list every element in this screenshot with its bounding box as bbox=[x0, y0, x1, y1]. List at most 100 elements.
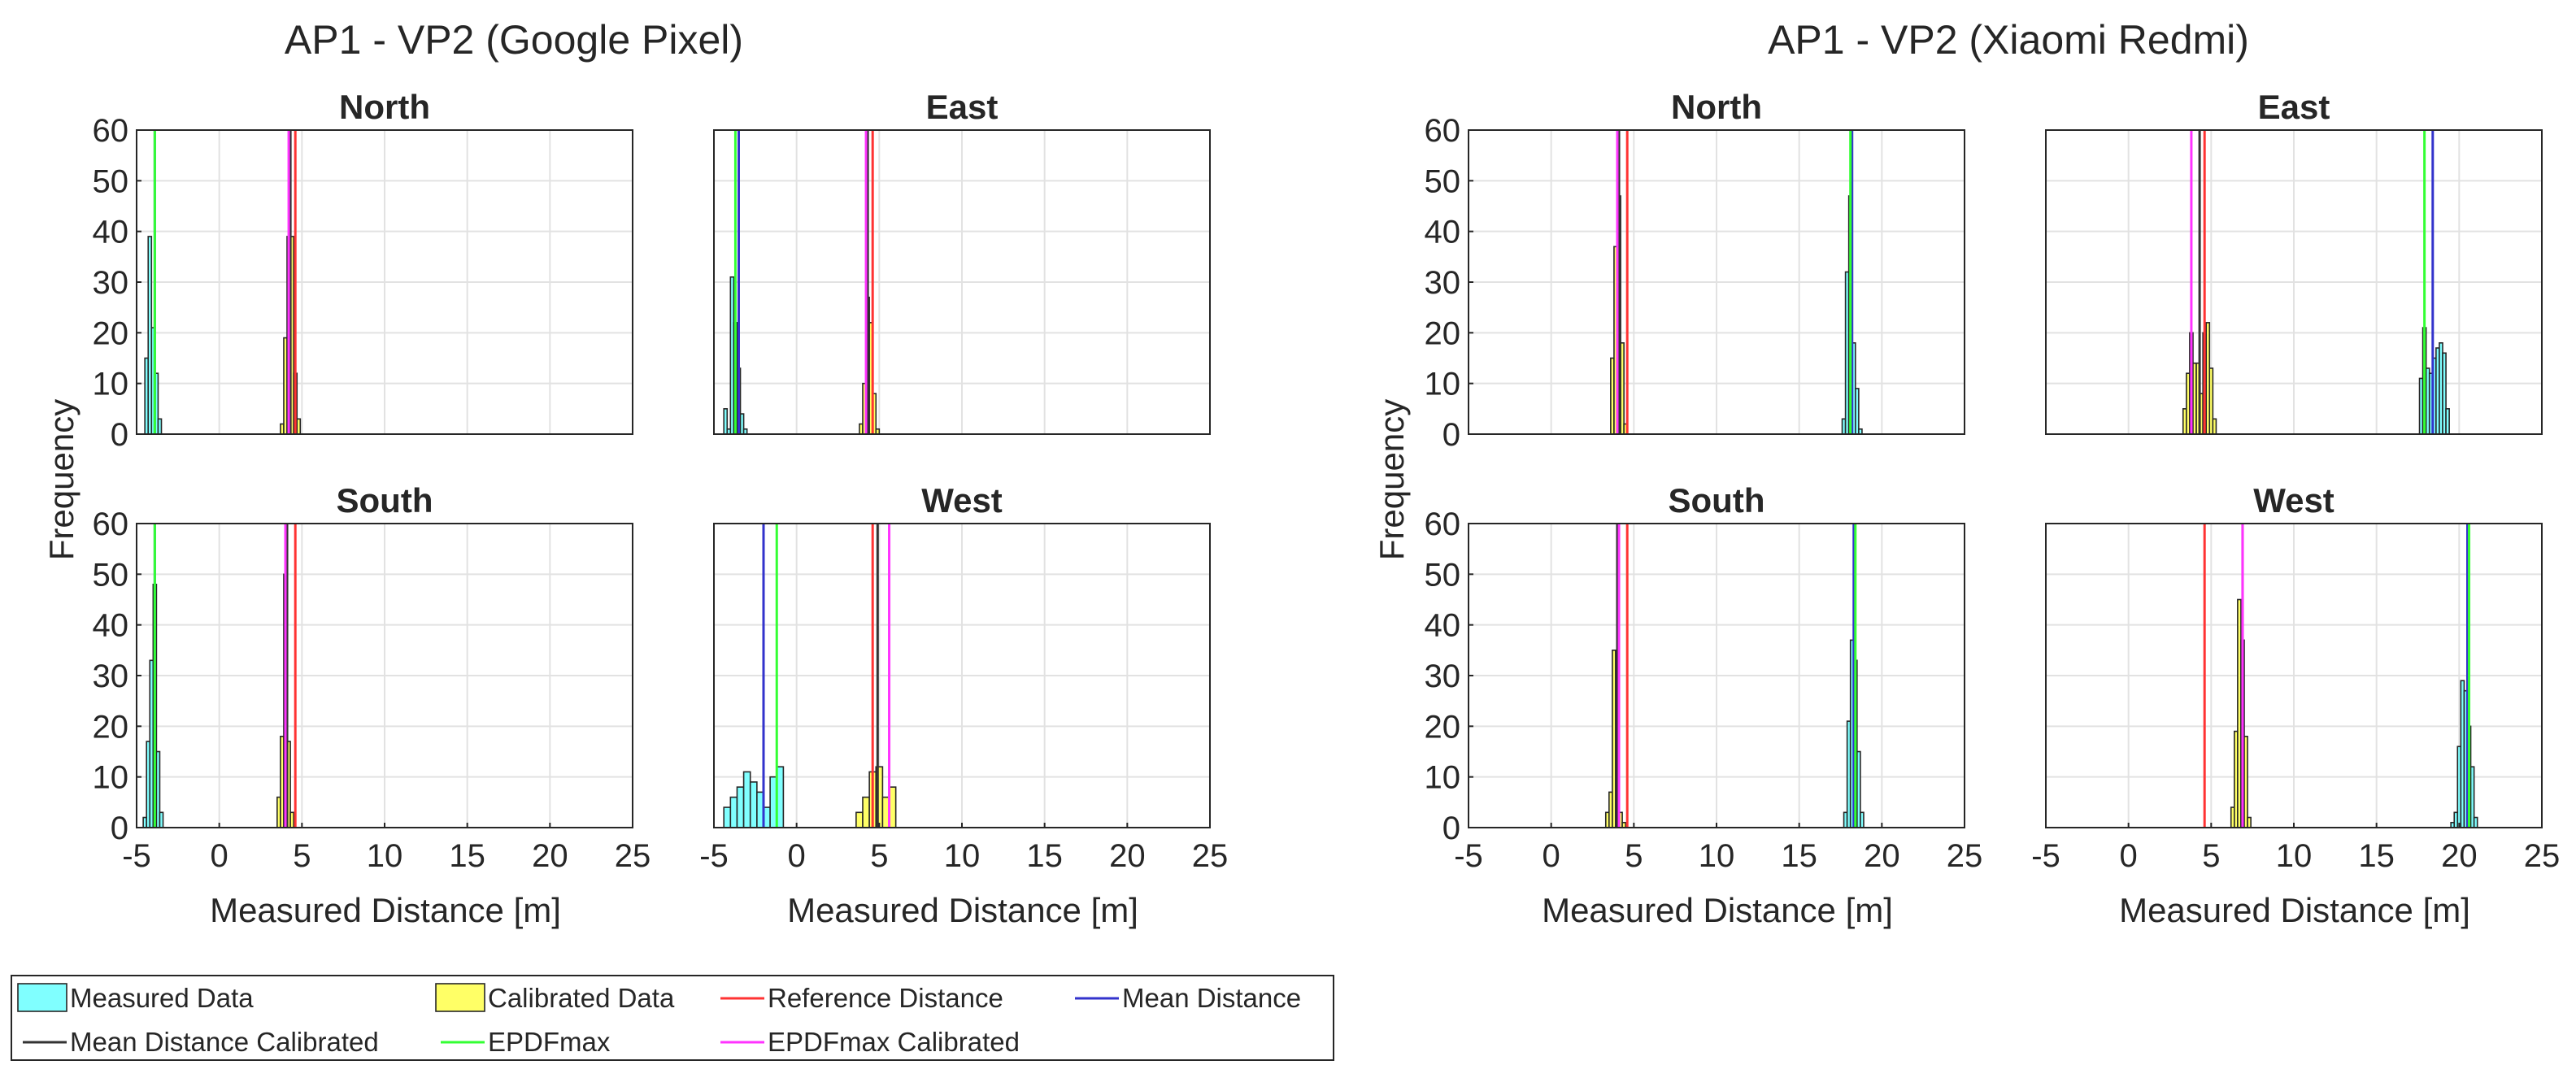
g2-south-y-tick-label: 30 bbox=[1425, 659, 1461, 694]
g1-west-measured-bar bbox=[736, 786, 745, 828]
g1-west-measured-bar bbox=[723, 806, 732, 828]
g2-east-axes-box bbox=[2045, 129, 2543, 435]
legend: Measured Data Calibrated Data Reference Di… bbox=[11, 975, 1334, 1061]
g2-north-title: North bbox=[1671, 88, 1762, 126]
legend-epdf-calibrated-label: EPDFmax Calibrated bbox=[768, 1027, 1020, 1057]
g1-south-title: South bbox=[337, 481, 433, 519]
g1-west-measured-bar bbox=[742, 771, 751, 828]
g2-south-x-tick-label: 5 bbox=[1625, 838, 1643, 874]
legend-epdf-label: EPDFmax bbox=[488, 1027, 611, 1057]
g1-south-x-tick-label: 25 bbox=[615, 838, 651, 874]
x-axis-label-4: Measured Distance [m] bbox=[2119, 891, 2470, 929]
g1-west-calibrated-bar bbox=[855, 811, 864, 828]
g1-south-x-tick-label: -5 bbox=[122, 838, 151, 874]
g2-south-y-tick-label: 60 bbox=[1425, 506, 1461, 542]
g1-south-calibrated-bar bbox=[289, 811, 294, 828]
g1-east-title: East bbox=[926, 88, 999, 126]
g2-north-y-tick-label: 50 bbox=[1425, 163, 1461, 199]
g1-south-y-tick-label: 20 bbox=[93, 709, 129, 745]
g1-south-y-tick-label: 60 bbox=[93, 506, 129, 542]
g1-north-title: North bbox=[339, 88, 430, 126]
g1-north-y-tick-label: 30 bbox=[93, 265, 129, 301]
g1-west-panel: West -5 0 5 10 15 20 25 bbox=[699, 481, 1228, 874]
y-axis-label-left: Frequency bbox=[42, 399, 80, 560]
g2-west-panel: West -5 0 5 10 15 20 25 bbox=[2031, 481, 2560, 874]
g1-west-measured-bar bbox=[749, 781, 758, 828]
g1-west-x-tick-label: 20 bbox=[1109, 838, 1146, 874]
g2-west-x-tick-label: 25 bbox=[2524, 838, 2561, 874]
g2-west-measured-bar bbox=[2473, 816, 2478, 828]
g1-south-x-tick-label: 15 bbox=[449, 838, 485, 874]
group-title-2: AP1 - VP2 (Xiaomi Redmi) bbox=[1768, 17, 2249, 63]
g1-south-x-tick-label: 10 bbox=[367, 838, 403, 874]
g2-north-y-tick-label: 60 bbox=[1425, 113, 1461, 149]
g2-south-y-tick-label: 0 bbox=[1442, 811, 1460, 846]
g2-south-y-tick-label: 10 bbox=[1425, 760, 1461, 796]
legend-reference-label: Reference Distance bbox=[768, 983, 1003, 1013]
g2-south-x-tick-label: 15 bbox=[1781, 838, 1817, 874]
g2-north-measured-bar bbox=[1855, 388, 1860, 435]
g2-west-calibrated-bar bbox=[2247, 816, 2252, 828]
g2-south-x-tick-label: 20 bbox=[1864, 838, 1900, 874]
g2-north-y-tick-label: 20 bbox=[1425, 315, 1461, 351]
g1-west-x-tick-label: 5 bbox=[870, 838, 888, 874]
g2-west-x-tick-label: 15 bbox=[2358, 838, 2395, 874]
g1-west-x-tick-label: 0 bbox=[788, 838, 806, 874]
g1-west-title: West bbox=[921, 481, 1003, 519]
group-title-1: AP1 - VP2 (Google Pixel) bbox=[285, 17, 743, 63]
g1-west-x-tick-label: -5 bbox=[699, 838, 729, 874]
g2-west-x-tick-label: -5 bbox=[2031, 838, 2060, 874]
legend-calibrated-swatch bbox=[435, 983, 485, 1012]
g2-north-panel: North 0 10 20 30 40 50 60 bbox=[1425, 88, 1965, 453]
legend-calibrated-label: Calibrated Data bbox=[488, 983, 675, 1013]
g2-north-calibrated-bar bbox=[1620, 341, 1625, 435]
g1-south-y-tick-label: 40 bbox=[93, 608, 129, 644]
g2-west-x-tick-label: 0 bbox=[2120, 838, 2138, 874]
g2-east-measured-bar bbox=[2445, 408, 2450, 435]
g2-south-measured-bar bbox=[1860, 811, 1865, 828]
g1-west-x-tick-label: 10 bbox=[944, 838, 981, 874]
g1-south-y-tick-label: 30 bbox=[93, 659, 129, 694]
g2-east-title: East bbox=[2258, 88, 2330, 126]
g2-east-panel: East bbox=[2045, 88, 2543, 435]
g2-north-y-tick-label: 10 bbox=[1425, 367, 1461, 402]
g2-east-calibrated-bar bbox=[2212, 418, 2217, 435]
g1-south-y-tick-label: 50 bbox=[93, 557, 129, 593]
g1-north-y-tick-label: 0 bbox=[111, 417, 128, 453]
g2-west-x-tick-label: 20 bbox=[2441, 838, 2478, 874]
g2-west-x-tick-label: 10 bbox=[2276, 838, 2313, 874]
g1-west-measured-bar bbox=[729, 796, 738, 828]
g2-south-y-tick-label: 40 bbox=[1425, 608, 1461, 644]
g1-north-calibrated-bar bbox=[296, 418, 302, 435]
g1-south-x-tick-label: 20 bbox=[532, 838, 568, 874]
g1-east-panel: East bbox=[713, 88, 1211, 435]
legend-mean-label: Mean Distance bbox=[1122, 983, 1301, 1013]
g2-west-title: West bbox=[2253, 481, 2334, 519]
x-axis-label-2: Measured Distance [m] bbox=[787, 891, 1138, 929]
legend-measured-label: Measured Data bbox=[70, 983, 254, 1013]
g2-south-x-tick-label: 10 bbox=[1699, 838, 1735, 874]
g1-south-y-tick-label: 10 bbox=[93, 760, 129, 796]
g1-north-measured-bar bbox=[157, 418, 163, 435]
g1-north-panel: North 0 10 20 30 40 50 60 bbox=[93, 88, 633, 453]
g1-south-x-tick-label: 0 bbox=[211, 838, 228, 874]
x-axis-label-3: Measured Distance [m] bbox=[1542, 891, 1893, 929]
g2-north-y-tick-label: 0 bbox=[1442, 417, 1460, 453]
g1-south-x-tick-label: 5 bbox=[293, 838, 311, 874]
g1-north-y-tick-label: 10 bbox=[93, 367, 129, 402]
x-axis-label-1: Measured Distance [m] bbox=[210, 891, 561, 929]
g1-east-axes-box bbox=[713, 129, 1211, 435]
g1-north-y-tick-label: 60 bbox=[93, 113, 129, 149]
g2-south-title: South bbox=[1669, 481, 1765, 519]
g1-north-y-tick-label: 50 bbox=[93, 163, 129, 199]
y-axis-label-right: Frequency bbox=[1373, 399, 1411, 560]
g2-south-y-tick-label: 50 bbox=[1425, 557, 1461, 593]
g2-north-y-tick-label: 30 bbox=[1425, 265, 1461, 301]
g1-south-y-tick-label: 0 bbox=[111, 811, 128, 846]
g2-north-y-tick-label: 40 bbox=[1425, 215, 1461, 250]
g1-north-y-tick-label: 40 bbox=[93, 215, 129, 250]
g1-west-calibrated-bar bbox=[862, 796, 870, 828]
g1-south-measured-bar bbox=[159, 811, 164, 828]
